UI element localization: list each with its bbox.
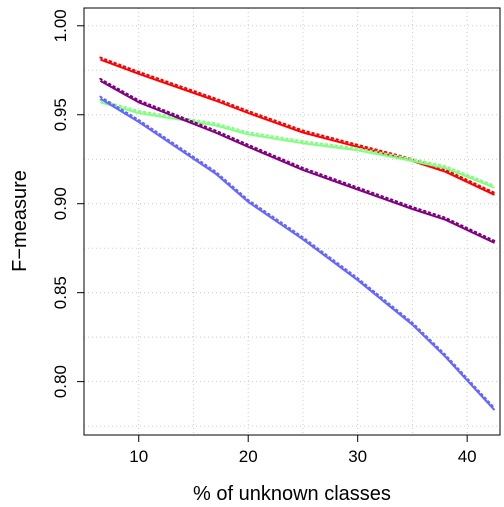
series-3-dotted-line <box>99 95 496 410</box>
series-2 <box>99 77 496 244</box>
series-1 <box>99 99 496 189</box>
axis-layer: 10 20 30 40 0.80 0.85 0.90 0.95 1.00 <box>51 9 477 466</box>
x-tick-label: 30 <box>348 447 367 466</box>
y-tick-label: 0.85 <box>51 276 70 309</box>
x-tick-label: 40 <box>458 447 477 466</box>
y-tick-label: 0.90 <box>51 187 70 220</box>
series-0-line <box>100 58 495 196</box>
x-tick-label: 20 <box>239 447 258 466</box>
x-axis-title: % of unknown classes <box>193 483 391 505</box>
plot-frame <box>83 7 501 436</box>
grid-layer <box>83 8 500 435</box>
series-2-line <box>99 80 495 244</box>
series-3-line <box>99 97 496 411</box>
y-axis-title: F−measure <box>9 170 31 272</box>
series-2-dotted-line <box>99 77 496 242</box>
series-1-dotted-line <box>99 99 496 187</box>
series-0-dotted-line <box>99 56 496 194</box>
series-3 <box>99 95 496 411</box>
y-tick-label: 0.80 <box>51 365 70 398</box>
y-tick-label: 1.00 <box>51 9 70 42</box>
series-0 <box>99 56 496 196</box>
y-tick-label: 0.95 <box>51 98 70 131</box>
series-layer <box>99 56 496 411</box>
x-tick-label: 10 <box>129 447 148 466</box>
series-1-line <box>100 101 495 189</box>
